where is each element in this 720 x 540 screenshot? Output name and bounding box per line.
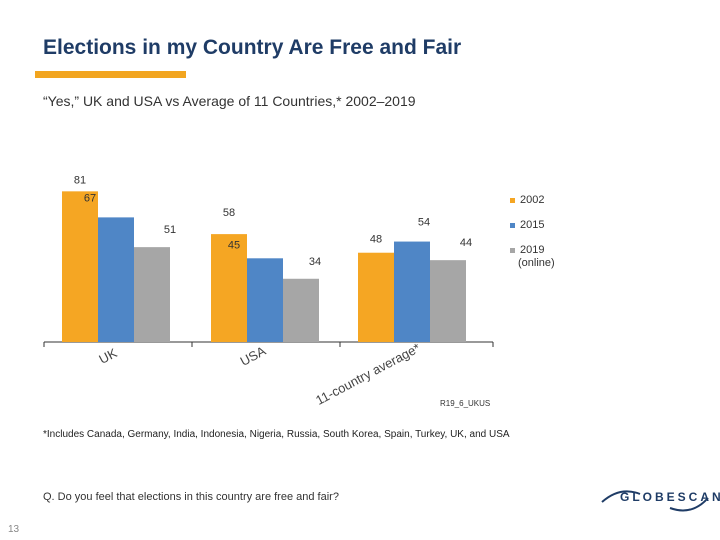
data-label: 45 bbox=[228, 239, 240, 251]
legend-label-online: (online) bbox=[518, 257, 555, 269]
survey-question: Q. Do you feel that elections in this co… bbox=[43, 491, 339, 503]
bar-2002-0 bbox=[62, 191, 98, 342]
chart-subtitle: “Yes,” UK and USA vs Average of 11 Count… bbox=[43, 93, 416, 109]
category-label: UK bbox=[96, 345, 119, 367]
bar-2019-0 bbox=[134, 247, 170, 342]
legend-swatch bbox=[510, 248, 515, 253]
data-label: 44 bbox=[460, 237, 472, 249]
slide-title: Elections in my Country Are Free and Fai… bbox=[43, 36, 462, 59]
bar-chart: 81 58 48 67 45 54 51 34 44 UK USA 11-country averag… bbox=[43, 174, 555, 408]
data-label: 51 bbox=[164, 224, 176, 236]
source-code: R19_6_UKUS bbox=[440, 399, 490, 408]
bar-2015-0 bbox=[98, 217, 134, 342]
title-accent-bar bbox=[35, 71, 186, 78]
data-label: 58 bbox=[223, 207, 235, 219]
legend-swatch bbox=[510, 223, 515, 228]
legend-label: 2019 bbox=[520, 244, 544, 256]
data-label: 48 bbox=[370, 234, 382, 246]
footnote: *Includes Canada, Germany, India, Indone… bbox=[43, 429, 510, 440]
category-label: USA bbox=[238, 343, 269, 369]
data-label: 67 bbox=[84, 192, 96, 204]
bar-2019-1 bbox=[283, 278, 319, 342]
bar-2015-1 bbox=[247, 258, 283, 342]
data-label: 81 bbox=[74, 174, 86, 186]
bar-2002-1 bbox=[211, 234, 247, 342]
bar-2015-2 bbox=[394, 241, 430, 342]
logo-text: GLOBESCAN bbox=[620, 490, 720, 504]
data-label: 34 bbox=[309, 256, 321, 268]
category-label: 11-country average* bbox=[313, 340, 423, 408]
legend-swatch bbox=[510, 198, 515, 203]
legend-label: 2002 bbox=[520, 194, 544, 206]
page-number: 13 bbox=[8, 524, 20, 535]
data-label: 54 bbox=[418, 217, 430, 229]
bar-2002-2 bbox=[358, 252, 394, 342]
legend-label: 2015 bbox=[520, 219, 544, 231]
globescan-logo-icon bbox=[601, 490, 709, 512]
bar-2019-2 bbox=[430, 260, 466, 342]
